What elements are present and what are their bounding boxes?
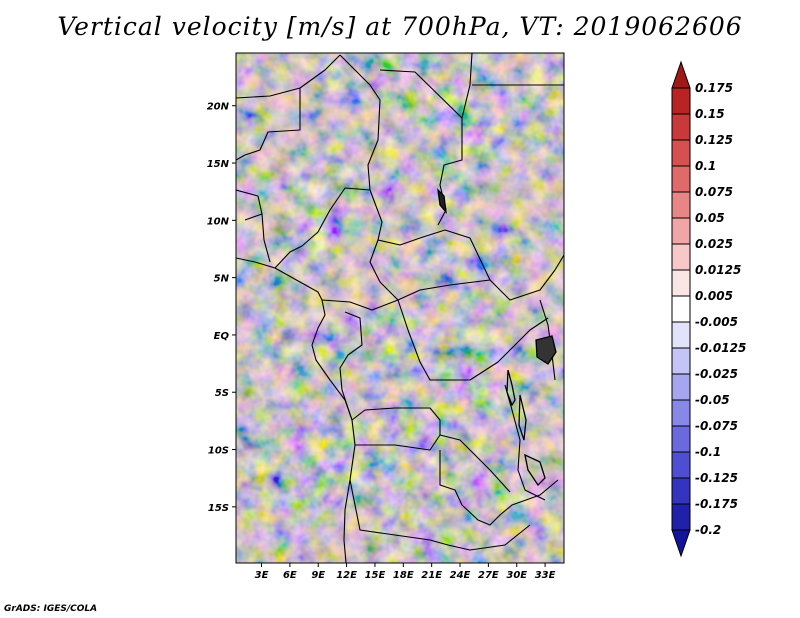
colorbar-segment — [671, 113, 691, 141]
colorbar-segment — [671, 503, 691, 531]
lat-tick-label: 5S — [215, 388, 229, 399]
lon-tick-label: 27E — [478, 570, 499, 581]
lon-tick-label: 3E — [255, 570, 269, 581]
velocity-field — [236, 53, 564, 563]
colorbar-segment — [671, 217, 691, 245]
longitude-axis: 3E 6E 9E 12E 15E 18E 21E 24E 27E 30E 33E — [255, 563, 556, 581]
colorbar-label: -0.2 — [695, 523, 721, 537]
lat-tick-label: 10S — [208, 446, 229, 457]
colorbar-label: 0.075 — [695, 185, 733, 199]
colorbar-label: -0.005 — [695, 315, 738, 329]
colorbar-segment — [671, 477, 691, 505]
colorbar-label: 0.0125 — [695, 263, 741, 277]
colorbar-segment — [671, 425, 691, 453]
lon-tick-label: 24E — [450, 570, 471, 581]
colorbar-segment — [671, 321, 691, 349]
lat-tick-label: 5N — [214, 274, 230, 285]
grads-credit: GrADS: IGES/COLA — [4, 604, 98, 614]
lat-tick-label: 20N — [207, 102, 230, 113]
colorbar-segment — [671, 399, 691, 427]
colorbar-segment — [671, 243, 691, 271]
colorbar-label: -0.025 — [695, 367, 738, 381]
colorbar-label: 0.025 — [695, 237, 733, 251]
colorbar-label: -0.175 — [695, 497, 738, 511]
lon-tick-label: 12E — [336, 570, 357, 581]
colorbar-label: 0.175 — [695, 81, 733, 95]
lon-tick-label: 21E — [421, 570, 442, 581]
lat-tick-label: 15N — [207, 159, 230, 170]
colorbar-label: -0.075 — [695, 419, 738, 433]
colorbar-label: 0.1 — [695, 159, 716, 173]
lon-tick-label: 18E — [393, 570, 414, 581]
lon-tick-label: 30E — [506, 570, 527, 581]
colorbar-label: -0.05 — [695, 393, 730, 407]
colorbar-label: 0.125 — [695, 133, 733, 147]
colorbar-label: -0.125 — [695, 471, 738, 485]
colorbar-segment — [671, 191, 691, 219]
colorbar-segment — [671, 347, 691, 375]
lakes — [437, 188, 557, 487]
lat-tick-label: 10N — [207, 216, 230, 227]
latitude-axis: 20N 15N 10N 5N EQ 5S 10S 15S — [207, 102, 236, 514]
map-title: Vertical velocity [m/s] at 700hPa, VT: 2… — [57, 12, 743, 41]
colorbar-segment — [671, 295, 691, 323]
colorbar-bottom-arrow — [671, 529, 691, 558]
colorbar-label: -0.0125 — [695, 341, 746, 355]
colorbar-segment — [671, 269, 691, 297]
lon-tick-label: 33E — [535, 570, 556, 581]
lon-tick-label: 6E — [283, 570, 297, 581]
colorbar-label: 0.005 — [695, 289, 733, 303]
colorbar-segment — [671, 451, 691, 479]
colorbar-top-arrow — [671, 60, 691, 89]
colorbar-segment — [671, 373, 691, 401]
colorbar-label: 0.15 — [695, 107, 725, 121]
map-frame — [235, 52, 565, 564]
lon-tick-label: 15E — [365, 570, 386, 581]
lat-tick-label: 15S — [208, 503, 229, 514]
colorbar-label: 0.05 — [695, 211, 725, 225]
colorbar-segment — [671, 139, 691, 167]
colorbar-label: -0.1 — [695, 445, 721, 459]
lon-tick-label: 9E — [311, 570, 325, 581]
colorbar-segment — [671, 165, 691, 193]
colorbar-segment — [671, 87, 691, 115]
colorbar: 0.175 0.15 0.125 0.1 0.075 0.05 0.025 0.0125 0.0… — [671, 60, 746, 558]
lat-tick-label: EQ — [214, 331, 230, 342]
